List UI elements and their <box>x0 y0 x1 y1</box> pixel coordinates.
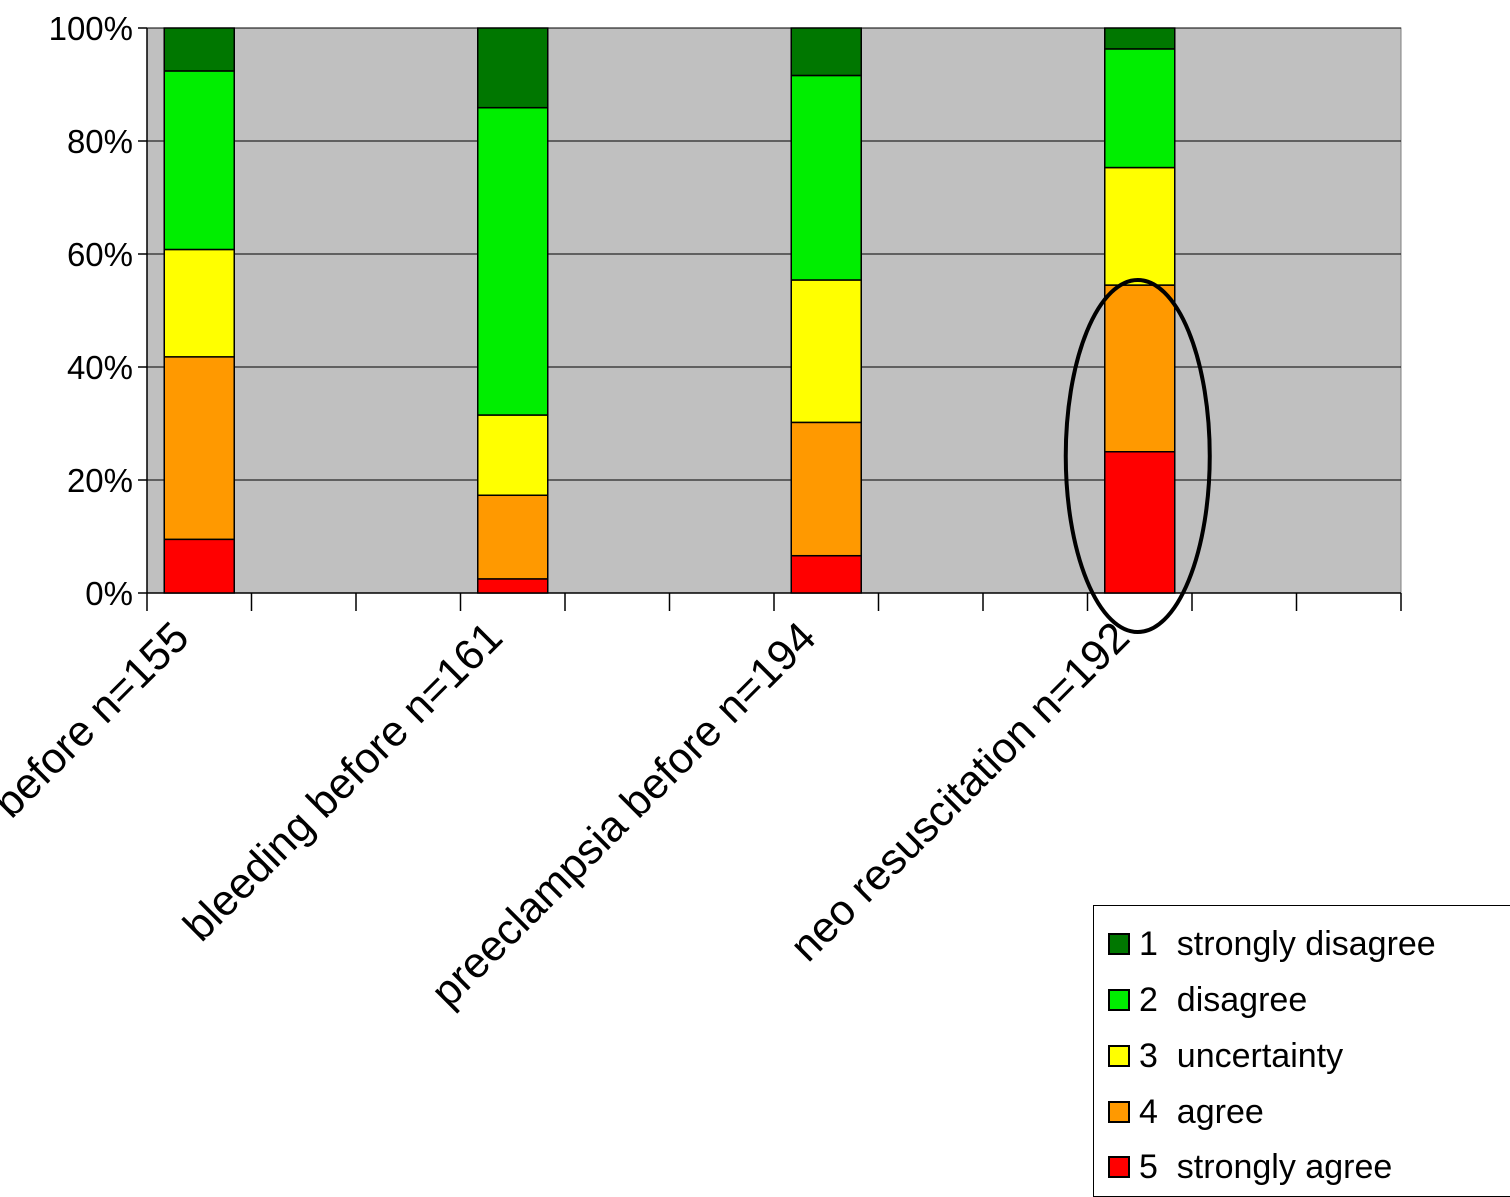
legend-label-uncertainty: 3 uncertainty <box>1139 1036 1344 1075</box>
y-tick-label: 0% <box>85 575 133 612</box>
bar-segment <box>163 356 235 541</box>
bar-segment <box>1104 27 1176 50</box>
bar-segment <box>1104 284 1176 453</box>
bar-segment <box>790 421 862 557</box>
bar-segment <box>163 27 235 72</box>
legend-item-agree: 4 agree <box>1108 1092 1264 1132</box>
legend-label-agree: 4 agree <box>1139 1092 1264 1131</box>
y-tick-label: 80% <box>67 123 133 160</box>
bar-segment <box>1104 48 1176 169</box>
y-tick-label: 100% <box>49 10 133 47</box>
legend-item-disagree: 2 disagree <box>1108 980 1307 1020</box>
legend-swatch-strongly-agree <box>1108 1156 1130 1178</box>
legend-swatch-disagree <box>1108 989 1130 1011</box>
highlight-ellipse <box>1063 278 1212 634</box>
category-label: before n=155 <box>0 613 198 827</box>
bar-segment <box>477 27 549 109</box>
y-tick-label: 40% <box>67 349 133 386</box>
legend-swatch-strongly-disagree <box>1108 933 1130 955</box>
legend-item-strongly-agree: 5 strongly agree <box>1108 1147 1392 1187</box>
bar-segment <box>790 279 862 424</box>
legend: 1 strongly disagree 2 disagree 3 uncerta… <box>1093 905 1510 1197</box>
bar-segment <box>1104 451 1176 594</box>
bar-segment <box>163 248 235 358</box>
bar-segment <box>477 106 549 416</box>
legend-label-strongly-disagree: 1 strongly disagree <box>1139 924 1436 963</box>
bar-segment <box>1104 166 1176 286</box>
bar-segment <box>477 578 549 594</box>
bar-segment <box>790 27 862 77</box>
y-tick-label: 60% <box>67 236 133 273</box>
bar-segment <box>790 74 862 281</box>
bar-segment <box>163 538 235 594</box>
legend-swatch-agree <box>1108 1101 1130 1123</box>
category-label: neo resuscitation n=192 <box>781 613 1139 971</box>
category-label: bleeding before n=161 <box>174 613 511 950</box>
legend-item-strongly-disagree: 1 strongly disagree <box>1108 924 1436 964</box>
legend-swatch-uncertainty <box>1108 1045 1130 1067</box>
bar-segment <box>790 554 862 594</box>
bar-segment <box>477 494 549 580</box>
legend-item-uncertainty: 3 uncertainty <box>1108 1036 1343 1076</box>
plot-area <box>146 27 1402 594</box>
y-tick-label: 20% <box>67 462 133 499</box>
legend-label-strongly-agree: 5 strongly agree <box>1139 1147 1393 1186</box>
bar-segment <box>477 414 549 497</box>
bar-segment <box>163 70 235 251</box>
legend-label-disagree: 2 disagree <box>1139 980 1308 1019</box>
